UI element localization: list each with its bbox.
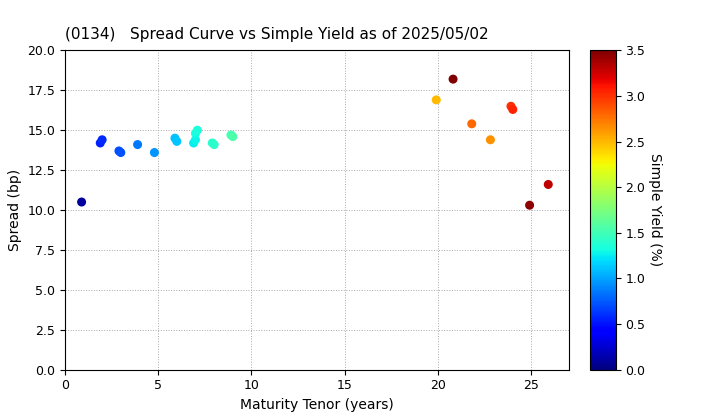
Point xyxy=(148,149,160,156)
Point xyxy=(132,141,143,148)
Y-axis label: Spread (bp): Spread (bp) xyxy=(8,169,22,251)
Point xyxy=(171,138,183,145)
Text: (0134)   Spread Curve vs Simple Yield as of 2025/05/02: (0134) Spread Curve vs Simple Yield as o… xyxy=(65,27,488,42)
Point xyxy=(189,136,201,143)
Y-axis label: Simple Yield (%): Simple Yield (%) xyxy=(648,153,662,267)
Point xyxy=(189,130,201,137)
Point xyxy=(94,139,106,146)
Point xyxy=(485,136,496,143)
Point xyxy=(115,149,127,156)
Point xyxy=(431,97,442,103)
Point xyxy=(208,141,220,148)
Point xyxy=(169,135,181,142)
Point xyxy=(96,136,108,143)
Point xyxy=(447,76,459,82)
X-axis label: Maturity Tenor (years): Maturity Tenor (years) xyxy=(240,398,394,412)
Point xyxy=(192,127,203,134)
Point xyxy=(113,147,125,154)
Point xyxy=(76,199,87,205)
Point xyxy=(507,106,518,113)
Point xyxy=(207,139,218,146)
Point xyxy=(524,202,536,209)
Point xyxy=(225,131,237,138)
Point xyxy=(188,139,199,146)
Point xyxy=(542,181,554,188)
Point xyxy=(466,121,477,127)
Point xyxy=(227,133,238,140)
Point xyxy=(505,103,517,110)
